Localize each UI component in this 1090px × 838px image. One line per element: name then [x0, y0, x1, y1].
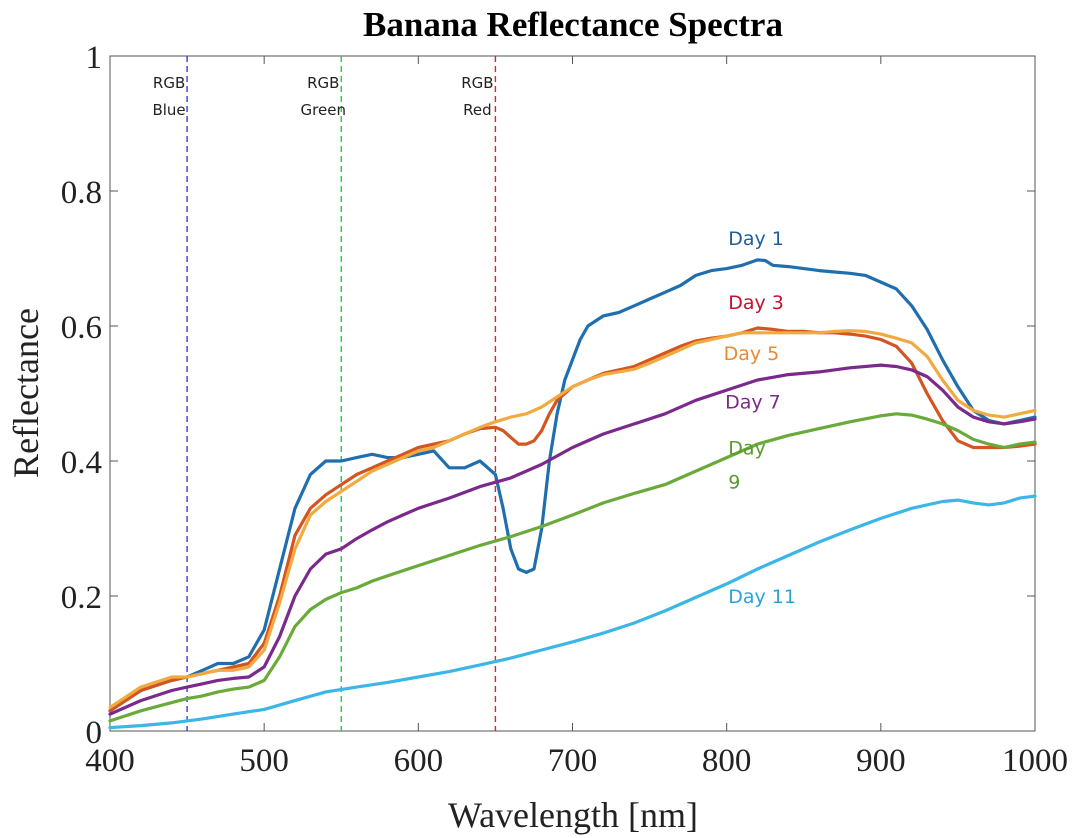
series-label: Day 11 [728, 586, 796, 608]
series-label: Day 7 [725, 391, 781, 413]
y-axis-label: Reflectance [6, 308, 46, 478]
series-line [108, 494, 1037, 730]
series-label: Day 1 [728, 228, 784, 250]
rgb-band-label: Red [463, 101, 492, 119]
x-tick-label: 1000 [1002, 743, 1068, 779]
series-line [108, 363, 1037, 716]
rgb-band-label: RGB [461, 74, 493, 92]
series-label: Day 5 [724, 343, 780, 365]
x-tick-label: 700 [548, 743, 598, 779]
x-tick-label: 900 [856, 743, 906, 779]
rgb-band-label: Blue [152, 101, 185, 119]
x-tick-label: 600 [394, 743, 444, 779]
rgb-band-label: Green [301, 101, 346, 119]
x-tick-label: 400 [85, 743, 135, 779]
x-tick-label: 500 [239, 743, 289, 779]
x-axis-label: Wavelength [nm] [448, 795, 698, 835]
rgb-band-label: RGB [307, 74, 339, 92]
series-line [108, 412, 1037, 723]
series-line [108, 329, 1037, 709]
plot-area: 400 500 600 700 800 900 1000 0 0.2 0.4 0.6 0.8 1 RGB B… [61, 40, 1068, 779]
series-label: Day 3 [728, 292, 784, 314]
plot-frame [109, 55, 1036, 732]
x-tick-label: 800 [702, 743, 752, 779]
y-tick-label: 0 [86, 715, 103, 751]
series-label: Day [728, 437, 766, 459]
y-tick-label: 0.2 [61, 580, 102, 616]
y-tick-label: 0.8 [61, 175, 102, 211]
y-tick-label: 0.6 [61, 310, 102, 346]
chart-title: Banana Reflectance Spectra [363, 5, 783, 44]
series-line [108, 326, 1037, 713]
y-tick-label: 0.4 [61, 445, 102, 481]
series-line [108, 258, 1037, 713]
rgb-band-label: RGB [153, 74, 185, 92]
series-label: 9 [728, 471, 740, 493]
y-tick-label: 1 [86, 40, 103, 76]
